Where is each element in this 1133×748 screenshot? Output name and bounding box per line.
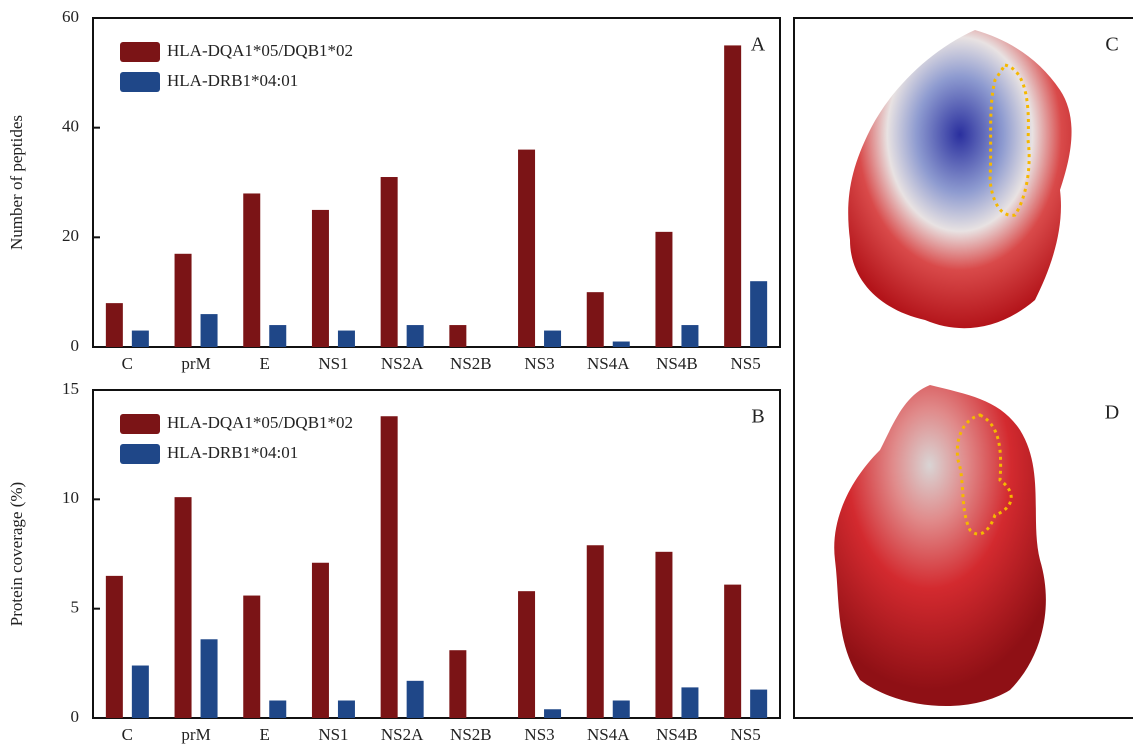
x-tick-label: NS3: [524, 354, 554, 373]
x-tick-label: NS1: [318, 725, 348, 744]
x-tick-label: C: [122, 725, 133, 744]
bar: [407, 325, 424, 347]
x-tick-label: NS5: [731, 725, 761, 744]
bar: [175, 254, 192, 347]
bar: [269, 325, 286, 347]
bar: [587, 545, 604, 718]
legend-label: HLA-DRB1*04:01: [167, 443, 298, 462]
bar: [381, 416, 398, 718]
x-tick-label: NS1: [318, 354, 348, 373]
bar: [407, 681, 424, 718]
y-tick-label: 15: [62, 379, 79, 398]
panel-label: B: [751, 406, 764, 428]
y-tick-label: 0: [71, 336, 80, 355]
bar: [243, 596, 260, 718]
bar: [587, 292, 604, 347]
bar: [175, 497, 192, 718]
bar: [201, 314, 218, 347]
x-tick-label: C: [122, 354, 133, 373]
bar: [518, 150, 535, 347]
bar: [449, 650, 466, 718]
y-axis-label: Number of peptides: [7, 115, 26, 250]
bar: [449, 325, 466, 347]
bar: [106, 576, 123, 718]
bar: [269, 701, 286, 718]
x-tick-label: NS2A: [381, 725, 424, 744]
x-tick-label: NS2B: [450, 725, 492, 744]
bar: [724, 45, 741, 347]
x-tick-label: NS4A: [587, 725, 630, 744]
molecule-surface: [848, 30, 1071, 328]
legend-swatch: [120, 42, 160, 62]
panel-label: A: [751, 34, 766, 56]
y-tick-label: 40: [62, 117, 79, 136]
bar: [613, 342, 630, 347]
bar: [338, 701, 355, 718]
figure: C D 0 20 40 60 Number of peptides A CprM E NS1 NS…: [0, 0, 1133, 748]
bar: [724, 585, 741, 718]
bar: [655, 232, 672, 347]
x-tick-label: NS4B: [656, 725, 698, 744]
bar: [750, 690, 767, 718]
bar: [106, 303, 123, 347]
bar: [132, 331, 149, 347]
bar: [750, 281, 767, 347]
legend-label: HLA-DQA1*05/DQB1*02: [167, 41, 353, 60]
x-tick-label: E: [260, 354, 270, 373]
y-tick-label: 60: [62, 7, 79, 26]
bar: [544, 331, 561, 347]
bar: [243, 193, 260, 347]
y-axis-label: Protein coverage (%): [7, 482, 26, 626]
x-tick-label: NS4A: [587, 354, 630, 373]
bar: [681, 687, 698, 718]
legend-label: HLA-DRB1*04:01: [167, 71, 298, 90]
x-tick-label: NS2B: [450, 354, 492, 373]
x-tick-label: NS2A: [381, 354, 424, 373]
bar: [681, 325, 698, 347]
bar: [544, 709, 561, 718]
panel-label: D: [1105, 402, 1119, 424]
x-tick-label: prM: [181, 354, 210, 373]
x-tick-label: E: [260, 725, 270, 744]
bar: [312, 210, 329, 347]
y-tick-label: 10: [62, 488, 79, 507]
image-panel: C D: [794, 18, 1133, 718]
bar: [201, 639, 218, 718]
plot-frame: [93, 390, 780, 718]
x-tick-label: NS5: [731, 354, 761, 373]
legend-swatch: [120, 72, 160, 92]
molecule-surface: [834, 385, 1046, 706]
bar: [655, 552, 672, 718]
x-tick-label: prM: [181, 725, 210, 744]
bar: [338, 331, 355, 347]
y-tick-label: 20: [62, 226, 79, 245]
plot-frame: [93, 18, 780, 347]
legend-swatch: [120, 444, 160, 464]
y-tick-label: 5: [71, 598, 80, 617]
bar: [518, 591, 535, 718]
x-tick-label: NS3: [524, 725, 554, 744]
y-tick-label: 0: [71, 707, 80, 726]
bar: [613, 701, 630, 718]
x-tick-label: NS4B: [656, 354, 698, 373]
legend-label: HLA-DQA1*05/DQB1*02: [167, 413, 353, 432]
bar: [132, 666, 149, 718]
legend-swatch: [120, 414, 160, 434]
bar: [312, 563, 329, 718]
panel-label: C: [1105, 34, 1118, 56]
bar: [381, 177, 398, 347]
